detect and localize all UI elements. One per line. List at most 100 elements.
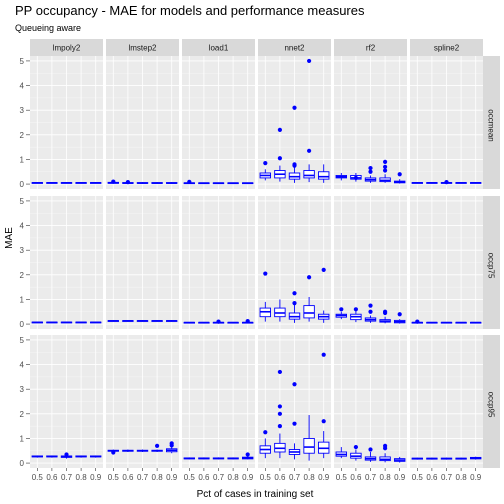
column-strip-label: spline2: [434, 44, 460, 53]
x-tick-label: 0.5: [108, 473, 120, 482]
box-outlier-point: [321, 352, 326, 357]
box-outlier-point: [353, 307, 358, 312]
box-outlier-point: [368, 309, 373, 314]
x-tick-label: 0.8: [76, 473, 88, 482]
column-strip: [182, 39, 255, 56]
box-outlier-point: [277, 411, 282, 416]
row-strip: [483, 56, 500, 189]
column-strip-label: lmpoly2: [53, 44, 81, 53]
y-tick-label: 5: [20, 57, 25, 66]
x-tick-label: 0.9: [242, 473, 254, 482]
box-outlier-point: [125, 180, 130, 185]
box-outlier-point: [292, 105, 297, 110]
box-outlier-point: [353, 175, 358, 181]
box-outlier-point: [397, 312, 402, 317]
box-outlier-point: [277, 127, 282, 132]
box-outlier-point: [263, 271, 268, 276]
y-tick-label: 0: [20, 459, 25, 468]
column-strip-label: nnet2: [284, 44, 305, 53]
x-tick-label: 0.5: [32, 473, 44, 482]
y-tick-label: 1: [20, 155, 25, 164]
y-tick-label: 5: [20, 336, 25, 345]
box-iqr: [303, 170, 315, 179]
box-outlier-point: [307, 275, 312, 280]
row-strip: [483, 196, 500, 329]
x-tick-label: 0.5: [412, 473, 424, 482]
x-tick-label: 0.5: [336, 473, 348, 482]
y-tick-label: 0: [20, 180, 25, 189]
y-tick-label: 2: [20, 271, 25, 280]
box-outlier-point: [307, 148, 312, 153]
box-outlier-point: [263, 430, 268, 435]
chart-subtitle: Queueing aware: [15, 23, 81, 33]
x-tick-label: 0.5: [184, 473, 196, 482]
box-outlier-point: [415, 319, 420, 324]
y-axis-title: MAE: [4, 227, 15, 249]
x-tick-label: 0.6: [122, 473, 134, 482]
column-strip: [258, 39, 331, 56]
y-tick-label: 4: [20, 82, 25, 91]
y-tick-label: 2: [20, 131, 25, 140]
box-outlier-point: [307, 58, 312, 64]
box-outlier-point: [111, 179, 116, 184]
box-outlier-point: [292, 291, 297, 296]
x-tick-label: 0.6: [46, 473, 58, 482]
box-outlier-point: [397, 172, 402, 177]
x-tick-label: 0.7: [289, 473, 301, 482]
column-strip-label: rf2: [366, 44, 376, 53]
x-tick-label: 0.8: [380, 473, 392, 482]
column-strip-label: lmstep2: [128, 44, 157, 53]
box-outlier-point: [321, 267, 326, 272]
column-strip: [30, 39, 103, 56]
x-tick-label: 0.6: [274, 473, 286, 482]
column-strip: [410, 39, 483, 56]
box-outlier-point: [353, 444, 358, 450]
column-strip: [334, 39, 407, 56]
box-outlier-point: [368, 447, 373, 452]
x-tick-label: 0.7: [61, 473, 73, 482]
box-iqr: [303, 305, 315, 319]
y-tick-label: 3: [20, 106, 25, 115]
box-outlier-point: [277, 156, 282, 161]
x-tick-label: 0.7: [213, 473, 225, 482]
box-outlier-point: [368, 169, 373, 174]
x-tick-label: 0.9: [470, 473, 482, 482]
box-outlier-point: [277, 404, 282, 409]
x-tick-label: 0.7: [441, 473, 453, 482]
x-axis-title: Pct of cases in training set: [197, 489, 314, 500]
y-tick-label: 3: [20, 385, 25, 394]
box-outlier-point: [245, 452, 250, 457]
row-strip: [483, 335, 500, 468]
x-tick-label: 0.8: [304, 473, 316, 482]
x-tick-label: 0.6: [350, 473, 362, 482]
y-tick-label: 4: [20, 222, 25, 231]
column-strip: [106, 39, 179, 56]
column-strip-label: load1: [209, 44, 229, 53]
y-tick-label: 2: [20, 410, 25, 419]
x-tick-label: 0.8: [228, 473, 240, 482]
box-outlier-point: [368, 303, 373, 308]
x-tick-label: 0.8: [456, 473, 468, 482]
y-tick-label: 0: [20, 320, 25, 329]
box-outlier-point: [155, 443, 160, 448]
box-outlier-point: [383, 310, 388, 316]
box-outlier-point: [292, 163, 297, 168]
y-tick-label: 5: [20, 197, 25, 206]
box-outlier-point: [277, 369, 282, 375]
x-tick-label: 0.6: [426, 473, 438, 482]
box-outlier-point: [245, 319, 250, 324]
y-tick-label: 1: [20, 295, 25, 304]
row-strip-label: occp95: [487, 392, 496, 418]
box-iqr: [317, 171, 330, 180]
chart-title: PP occupancy - MAE for models and perfor…: [15, 3, 365, 18]
box-outlier-point: [216, 319, 221, 324]
x-tick-label: 0.7: [365, 473, 377, 482]
y-tick-label: 3: [20, 246, 25, 255]
box-outlier-point: [321, 419, 326, 424]
box-outlier-point: [383, 159, 388, 165]
x-tick-label: 0.5: [260, 473, 272, 482]
box-outlier-point: [187, 179, 192, 184]
x-tick-label: 0.9: [166, 473, 178, 482]
box-outlier-point: [444, 180, 449, 185]
